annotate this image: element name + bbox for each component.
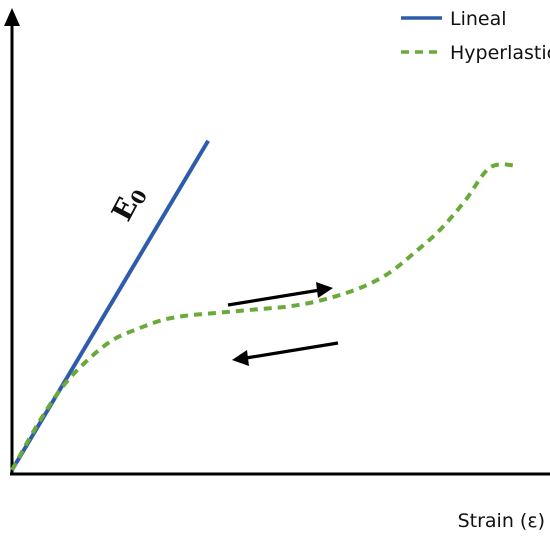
unloading-arrow [232,341,339,366]
legend: Lineal Hyperlastic [401,8,550,64]
y-axis-arrowhead [4,8,20,26]
legend-item-hyperlastic: Hyperlastic [401,42,550,64]
legend-item-lineal: Lineal [401,8,507,30]
legend-label-hyperlastic: Hyperlastic [450,42,550,64]
x-axis-label: Strain (ε) [458,510,545,532]
loading-arrow [227,282,333,307]
axes [4,8,550,476]
series-layer [10,139,516,472]
slope-label: E0 [105,180,152,227]
series-line-hyperlastic [10,162,516,471]
legend-label-lineal: Lineal [450,8,507,30]
